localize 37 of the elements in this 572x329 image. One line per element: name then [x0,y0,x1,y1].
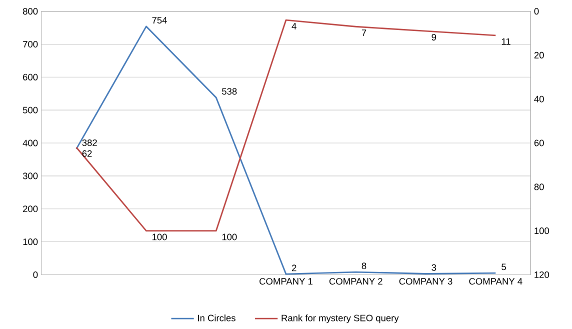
y-tick-label: 100 [23,238,38,245]
y-tick-label: 0 [33,271,38,278]
data-label: 11 [502,38,510,45]
data-label: 754 [152,16,167,24]
y-tick-label: 600 [23,74,38,80]
data-label: 7 [362,29,366,36]
x-tick-label: COMPANY 2 [329,278,382,284]
data-label: 100 [222,234,237,240]
legend-label: In Circles [198,314,236,322]
y2-tick-label: 20 [534,52,544,58]
y2-tick-label: 100 [534,227,550,234]
x-tick-label: COMPANY 3 [399,278,452,284]
x-tick-label: COMPANY 4 [469,278,522,284]
data-label: 100 [152,234,167,240]
data-label: 9 [432,34,436,40]
data-label: 8 [362,262,366,270]
data-label: 5 [502,264,506,270]
data-label: 4 [292,22,296,30]
y2-tick-label: 40 [534,96,544,102]
y2-tick-label: 80 [534,184,544,190]
data-label: 62 [82,150,92,157]
x-tick-label: COMPANY 1 [260,278,312,284]
y-tick-label: 400 [22,140,38,146]
y-tick-label: 800 [22,8,38,14]
data-label: 538 [222,88,237,95]
data-label: 3 [432,264,436,271]
y-tick-label: 500 [22,106,38,114]
y2-tick-label: 0 [534,8,539,14]
legend-label: Rank for mystery SEO query [282,314,399,324]
data-label: 382 [82,139,97,146]
y-tick-label: 300 [22,172,38,180]
y2-tick-label: 120 [534,271,550,278]
data-label: 2 [292,264,296,272]
y2-tick-label: 60 [534,140,544,146]
line-series [76,19,496,232]
y-tick-label: 200 [23,205,38,212]
y-tick-label: 700 [23,40,38,48]
